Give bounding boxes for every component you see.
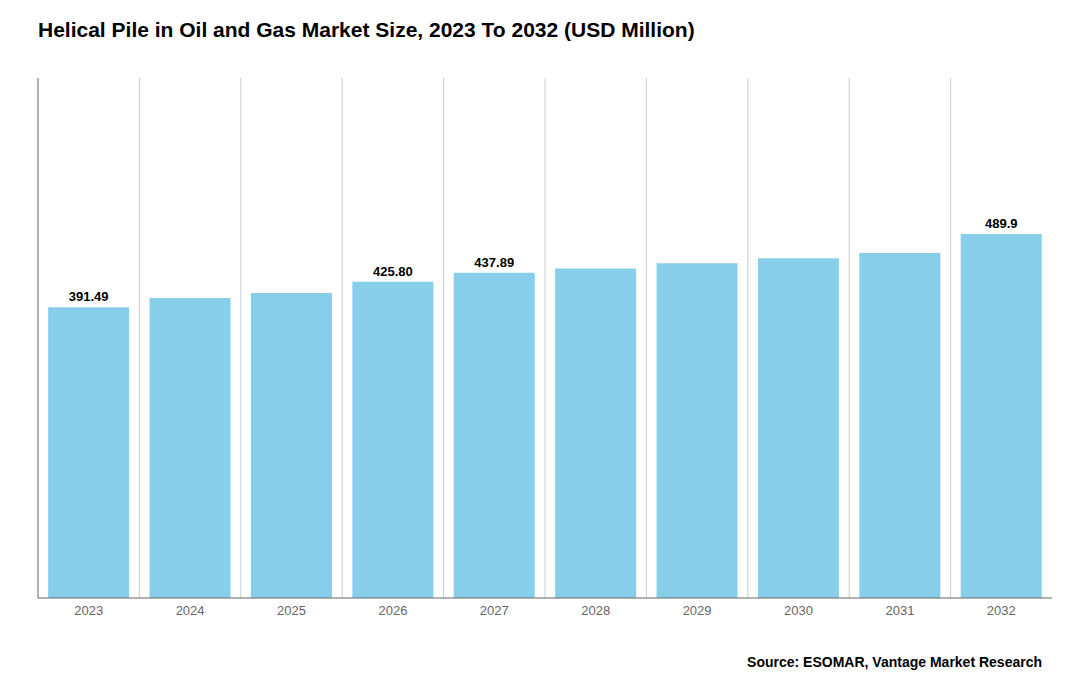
svg-text:2028: 2028: [581, 603, 610, 618]
svg-text:2032: 2032: [987, 603, 1016, 618]
svg-text:2027: 2027: [480, 603, 509, 618]
svg-text:2026: 2026: [378, 603, 407, 618]
svg-text:2025: 2025: [277, 603, 306, 618]
svg-text:437.89: 437.89: [474, 255, 514, 270]
html-text:Helical Pile in Oil and Gas Ma: Helical Pile in Oil and Gas Market Size,…: [38, 18, 695, 41]
svg-text:425.80: 425.80: [373, 264, 413, 279]
html-text:Source: ESOMAR, Vantage Market: Source: ESOMAR, Vantage Market Research: [747, 654, 1042, 670]
svg-text:391.49: 391.49: [69, 289, 109, 304]
svg-text:489.9: 489.9: [985, 216, 1018, 231]
svg-text:2029: 2029: [683, 603, 712, 618]
svg-text:2023: 2023: [74, 603, 103, 618]
svg-text:2030: 2030: [784, 603, 813, 618]
svg-text:2024: 2024: [176, 603, 205, 618]
svg-text:2031: 2031: [885, 603, 914, 618]
